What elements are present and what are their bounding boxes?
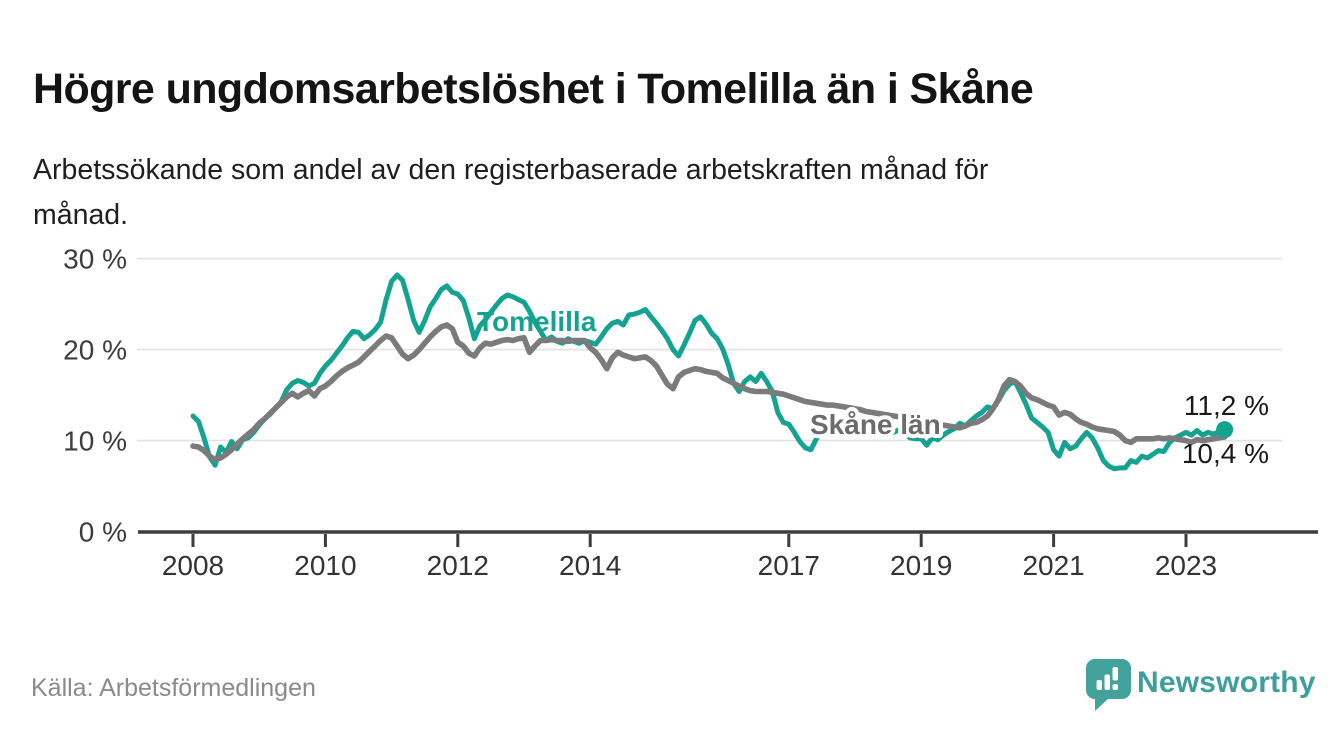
y-axis-label-0: 0 %	[79, 517, 127, 548]
chart-subtitle-line-1: Arbetssökande som andel av den registerb…	[33, 153, 989, 186]
y-axis-label-20: 20 %	[63, 335, 127, 366]
end-value-label-tomelilla: 11,2 %	[1184, 390, 1269, 421]
x-tick-label-2023: 2023	[1155, 550, 1217, 581]
x-tick-label-2021: 2021	[1022, 550, 1084, 581]
x-tick-label-2017: 2017	[758, 550, 820, 581]
series-end-dot-tomelilla	[1216, 421, 1234, 439]
series-label-skane-lan: Skåne län	[810, 409, 941, 440]
x-tick-label-2019: 2019	[890, 550, 952, 581]
y-axis-label-30: 30 %	[63, 244, 127, 275]
source-credit: Källa: Arbetsförmedlingen	[31, 674, 316, 702]
chart-subtitle: Arbetssökande som andel av den registerb…	[33, 148, 1303, 238]
end-value-label-skane-lan: 10,4 %	[1182, 438, 1269, 469]
series-label-tomelilla: Tomelilla	[477, 306, 597, 337]
x-tick-label-2012: 2012	[427, 550, 489, 581]
x-tick-label-2008: 2008	[162, 550, 224, 581]
series-line-tomelilla	[190, 272, 1228, 472]
y-axis-label-10: 10 %	[63, 426, 127, 457]
x-tick-label-2014: 2014	[559, 550, 621, 581]
series-line-skane-lan	[190, 322, 1228, 463]
newsworthy-logo-icon	[1086, 659, 1131, 711]
page-title: Högre ungdomsarbetslöshet i Tomelilla än…	[33, 64, 1034, 113]
chart-subtitle-line-2: månad.	[33, 198, 129, 231]
newsworthy-logo-text: Newsworthy	[1137, 666, 1316, 699]
x-tick-label-2010: 2010	[294, 550, 356, 581]
